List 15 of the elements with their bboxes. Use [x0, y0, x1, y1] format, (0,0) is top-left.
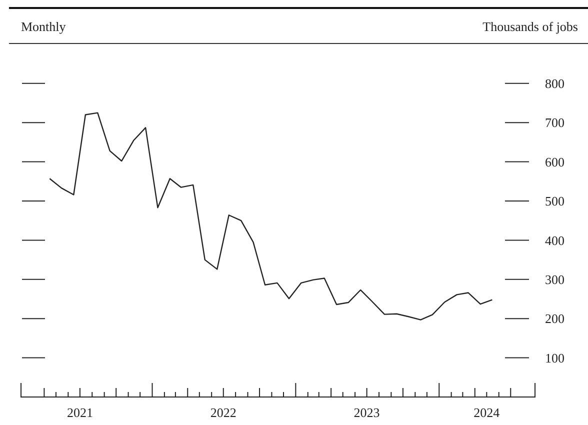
chart-title: Monthly — [21, 19, 66, 34]
x-tick-label: 2023 — [354, 405, 380, 420]
y-tick-label: 300 — [545, 272, 564, 287]
y-tick-label: 500 — [545, 194, 564, 209]
x-tick-label: 2022 — [210, 405, 236, 420]
x-tick-label: 2021 — [66, 405, 93, 420]
line-series — [49, 112, 493, 320]
y-tick-label: 700 — [545, 115, 564, 130]
y-tick-label: 400 — [545, 232, 564, 248]
y-tick-label: 600 — [545, 154, 564, 170]
x-tick-label: 2024 — [474, 405, 500, 420]
y-tick-label: 800 — [545, 76, 564, 91]
y-tick-label: 100 — [545, 350, 564, 366]
y-axis-title: Thousands of jobs — [482, 19, 578, 34]
y-tick-label: 200 — [545, 311, 564, 326]
